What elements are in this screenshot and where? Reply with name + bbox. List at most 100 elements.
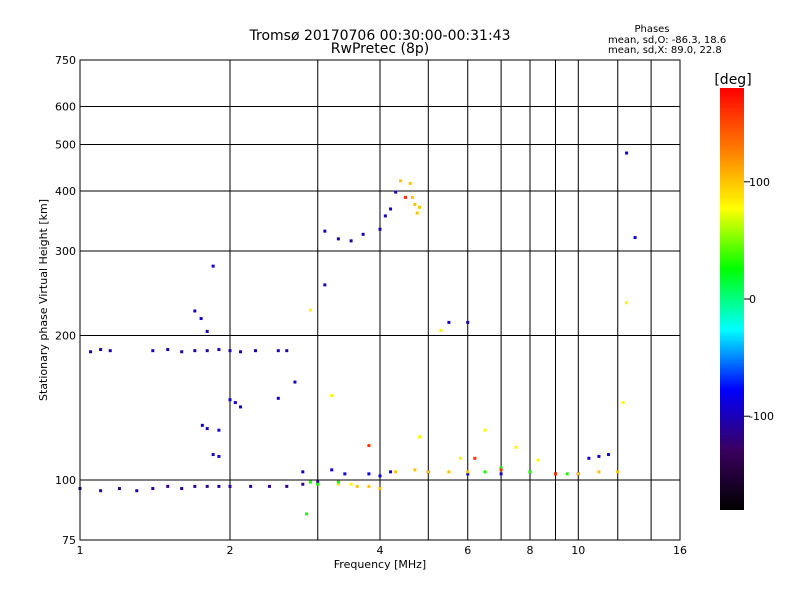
data-point <box>205 329 209 333</box>
data-point <box>200 423 204 427</box>
y-tick-label: 500 <box>55 139 76 152</box>
data-point <box>253 349 257 353</box>
colorbar-ticks: 100 0 -100 <box>744 176 774 423</box>
x-tick-label: 8 <box>527 544 534 557</box>
data-point <box>616 470 620 474</box>
data-point <box>323 229 327 233</box>
y-tick-label: 300 <box>55 245 76 258</box>
data-point <box>336 482 340 486</box>
data-point <box>301 482 305 486</box>
data-point <box>625 301 629 305</box>
data-point <box>151 349 155 353</box>
data-point <box>249 484 253 488</box>
data-points <box>78 151 637 516</box>
x-tick-label: 10 <box>571 544 585 557</box>
data-point <box>308 308 312 312</box>
data-point <box>621 401 625 405</box>
data-point <box>239 405 243 409</box>
data-point <box>473 456 477 460</box>
x-tick-label: 16 <box>673 544 687 557</box>
data-point <box>458 456 462 460</box>
data-point <box>426 470 430 474</box>
data-point <box>199 317 203 321</box>
x-axis-label: Frequency [MHz] <box>334 558 426 571</box>
data-point <box>193 484 197 488</box>
data-point <box>447 470 451 474</box>
data-point <box>383 214 387 218</box>
data-point <box>528 470 532 474</box>
data-point <box>276 349 280 353</box>
data-point <box>336 480 340 484</box>
data-point <box>349 239 353 243</box>
data-point <box>415 211 419 215</box>
data-point <box>367 484 371 488</box>
y-tick-label: 400 <box>55 185 76 198</box>
data-point <box>355 484 359 488</box>
data-point <box>447 320 451 324</box>
data-point <box>607 453 611 457</box>
data-point <box>285 349 289 353</box>
data-point <box>336 237 340 241</box>
colorbar <box>720 88 744 510</box>
data-point <box>514 445 518 449</box>
data-point <box>228 349 232 353</box>
data-point <box>361 232 365 236</box>
data-point <box>553 472 557 476</box>
data-point <box>466 472 470 476</box>
x-tick-label: 6 <box>464 544 471 557</box>
data-point <box>217 484 221 488</box>
data-point <box>233 401 237 405</box>
data-point <box>217 454 221 458</box>
data-point <box>301 470 305 474</box>
data-point <box>99 489 103 493</box>
data-point <box>466 320 470 324</box>
data-point <box>276 396 280 400</box>
data-point <box>330 468 334 472</box>
colorbar-label: [deg] <box>714 72 751 88</box>
data-point <box>367 472 371 476</box>
colorbar-tick-label: -100 <box>749 410 774 423</box>
data-point <box>394 470 398 474</box>
grid-lines <box>79 59 681 541</box>
data-point <box>293 380 297 384</box>
data-point <box>399 179 403 183</box>
data-point <box>417 205 421 209</box>
data-point <box>89 350 93 354</box>
y-tick-label: 75 <box>62 534 76 547</box>
data-point <box>228 484 232 488</box>
data-point <box>417 435 421 439</box>
data-point <box>483 470 487 474</box>
data-point <box>205 349 209 353</box>
data-point <box>308 480 312 484</box>
data-point <box>394 190 398 194</box>
data-point <box>466 470 470 474</box>
phase-stats-o: mean, sd,O: -86.3, 18.6 <box>608 35 726 46</box>
x-tick-label: 4 <box>377 544 384 557</box>
y-tick-label: 100 <box>55 474 76 487</box>
phase-stats-heading: Phases <box>634 24 669 35</box>
data-point <box>151 487 155 491</box>
data-point <box>217 348 221 352</box>
data-point <box>439 328 443 332</box>
phase-stats-x: mean, sd,X: 89.0, 22.8 <box>608 45 722 56</box>
data-point <box>499 472 503 476</box>
data-point <box>389 207 393 211</box>
y-axis-label: Stationary phase Virtual Height [km] <box>37 199 50 401</box>
data-point <box>587 456 591 460</box>
data-point <box>625 151 629 155</box>
data-point <box>180 487 184 491</box>
data-point <box>499 466 503 470</box>
chart-subtitle: RwPretec (8p) <box>331 41 429 57</box>
data-point <box>408 181 412 185</box>
data-point <box>565 472 569 476</box>
data-point <box>343 472 347 476</box>
data-point <box>228 398 232 402</box>
data-point <box>205 484 209 488</box>
data-point <box>166 348 170 352</box>
data-point <box>193 309 197 313</box>
colorbar-tick-label: 0 <box>749 293 756 306</box>
data-point <box>217 428 221 432</box>
data-point <box>413 468 417 472</box>
data-point <box>367 444 371 448</box>
